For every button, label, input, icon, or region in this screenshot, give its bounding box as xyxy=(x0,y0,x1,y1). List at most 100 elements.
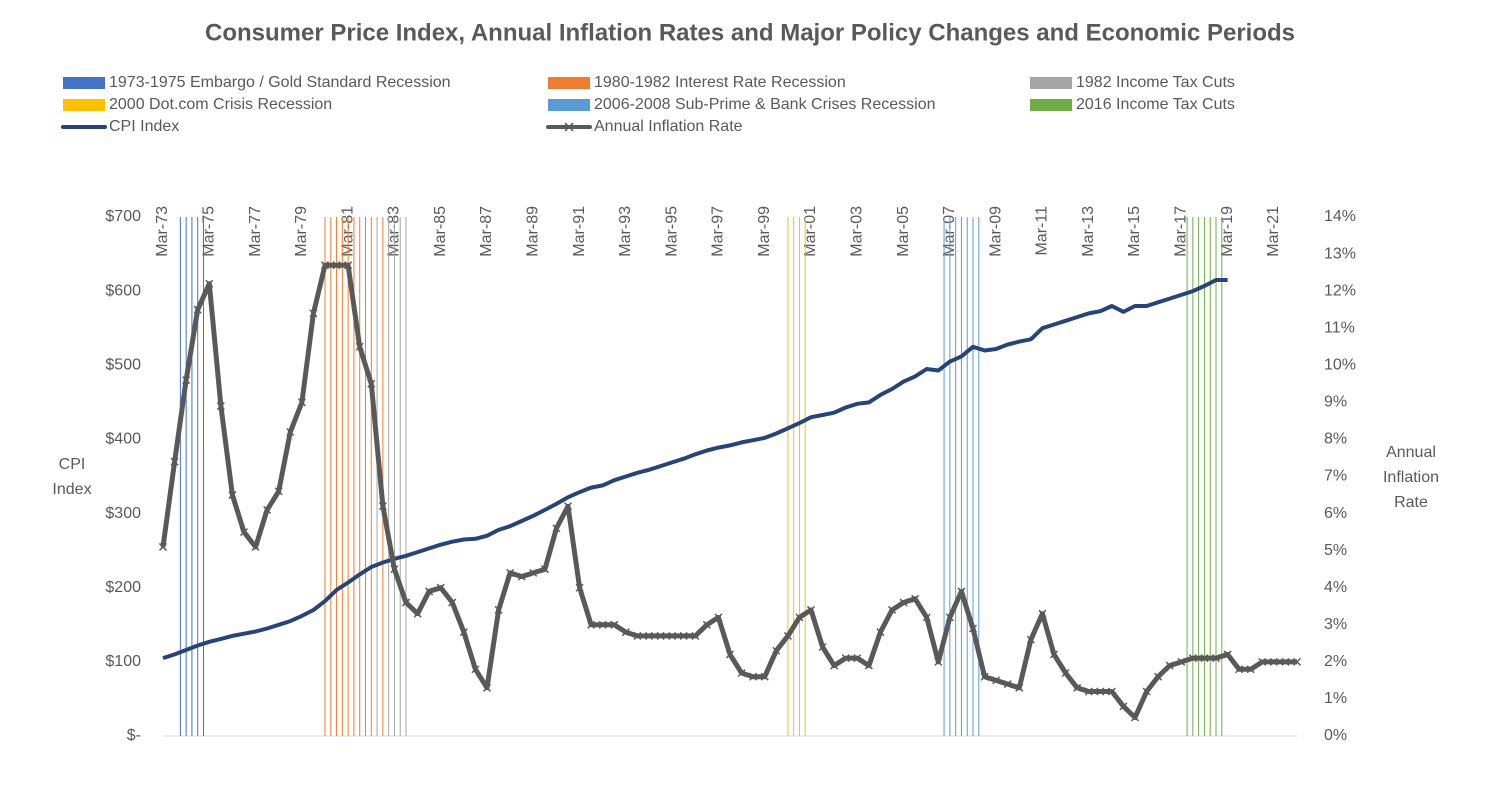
point-marker xyxy=(644,631,654,640)
x-tick-label: Mar-99 xyxy=(756,206,773,257)
y2-tick-label: 11% xyxy=(1324,319,1355,336)
point-marker xyxy=(1154,672,1163,681)
point-marker xyxy=(378,502,387,511)
point-marker xyxy=(413,609,422,618)
point-marker xyxy=(737,668,746,678)
y2-tick-label: 6% xyxy=(1324,505,1347,522)
x-tick-label: Mar-03 xyxy=(849,206,866,257)
point-marker xyxy=(471,665,480,674)
point-marker xyxy=(749,672,758,681)
point-marker xyxy=(853,654,862,663)
y2-tick-label: 12% xyxy=(1324,282,1356,299)
legend-marker xyxy=(564,122,574,132)
point-marker xyxy=(899,598,908,607)
y2-tick-label: 14% xyxy=(1324,208,1356,225)
point-marker xyxy=(448,598,457,607)
point-marker xyxy=(841,654,850,663)
point-marker xyxy=(980,672,989,681)
x-tick-label: Mar-01 xyxy=(802,206,819,257)
point-marker xyxy=(957,587,966,596)
point-marker xyxy=(702,620,711,629)
point-marker xyxy=(783,631,792,640)
point-marker xyxy=(1211,654,1221,663)
point-marker xyxy=(355,342,364,351)
point-marker xyxy=(1061,668,1070,678)
point-marker xyxy=(158,542,168,551)
y-tick-label: $700 xyxy=(105,208,141,225)
chart-title: Consumer Price Index, Annual Inflation R… xyxy=(205,19,1295,46)
point-marker xyxy=(760,672,769,681)
x-tick-label: Mar-85 xyxy=(432,206,449,257)
legend-swatch xyxy=(548,77,590,89)
legend-swatch xyxy=(1030,77,1072,89)
point-marker xyxy=(587,620,596,629)
legend-label: 2016 Income Tax Cuts xyxy=(1076,96,1235,113)
legend-label: Annual Inflation Rate xyxy=(594,118,743,135)
legend-swatch xyxy=(1030,99,1072,111)
x-tick-label: Mar-19 xyxy=(1219,206,1236,257)
y2-axis-title: Annual xyxy=(1386,444,1436,461)
x-tick-label: Mar-15 xyxy=(1126,206,1143,257)
y2-tick-label: 1% xyxy=(1324,690,1347,707)
point-marker xyxy=(436,583,445,592)
point-marker xyxy=(274,487,283,496)
x-tick-label: Mar-13 xyxy=(1080,206,1097,257)
y-axis-title: Index xyxy=(52,481,91,498)
point-marker xyxy=(367,379,376,388)
point-marker xyxy=(263,505,272,514)
point-marker xyxy=(818,642,827,652)
y2-tick-label: 10% xyxy=(1324,357,1356,374)
legend-swatch xyxy=(548,99,590,111)
point-marker xyxy=(806,605,816,614)
point-marker xyxy=(540,565,549,574)
x-tick-label: Mar-79 xyxy=(293,206,310,257)
point-marker xyxy=(1246,665,1255,674)
legend-label: 1982 Income Tax Cuts xyxy=(1076,74,1235,91)
x-tick-label: Mar-05 xyxy=(895,206,912,257)
point-marker xyxy=(1165,661,1174,670)
point-marker xyxy=(725,650,735,659)
point-marker xyxy=(320,261,330,270)
point-marker xyxy=(1223,650,1232,659)
y2-axis-title: Inflation xyxy=(1383,469,1439,486)
point-marker xyxy=(656,631,665,640)
y2-tick-label: 7% xyxy=(1324,468,1347,485)
y-tick-label: $500 xyxy=(105,357,141,374)
point-marker xyxy=(216,402,225,411)
x-tick-label: Mar-77 xyxy=(247,206,264,257)
point-marker xyxy=(691,631,700,640)
point-marker xyxy=(425,587,434,596)
y2-tick-label: 4% xyxy=(1324,579,1347,596)
point-marker xyxy=(830,661,839,670)
legend-label: CPI Index xyxy=(109,118,179,135)
x-tick-label: Mar-93 xyxy=(617,206,634,257)
point-marker xyxy=(887,605,897,614)
point-marker xyxy=(182,376,191,385)
point-marker xyxy=(170,457,179,466)
legend-label: 1980-1982 Interest Rate Recession xyxy=(594,74,846,91)
point-marker xyxy=(876,628,885,637)
point-marker xyxy=(1200,654,1209,663)
y2-tick-label: 13% xyxy=(1324,245,1356,262)
y-tick-label: $- xyxy=(127,727,141,744)
point-marker xyxy=(193,305,202,314)
point-marker xyxy=(529,568,538,577)
point-marker xyxy=(228,491,237,500)
point-marker xyxy=(309,309,318,318)
point-marker xyxy=(598,620,607,629)
point-marker xyxy=(563,502,573,511)
x-tick-label: Mar-97 xyxy=(710,206,727,257)
x-tick-label: Mar-95 xyxy=(663,206,680,257)
point-marker xyxy=(1003,680,1012,689)
point-marker xyxy=(494,605,503,614)
x-tick-label: Mar-21 xyxy=(1265,206,1282,257)
point-marker xyxy=(1142,687,1151,696)
point-marker xyxy=(772,646,781,655)
point-marker xyxy=(934,657,943,666)
point-marker xyxy=(679,631,688,640)
point-marker xyxy=(1107,687,1116,696)
y-tick-label: $100 xyxy=(105,653,141,670)
y-axis-title: CPI xyxy=(59,456,86,473)
point-marker xyxy=(621,628,630,637)
point-marker xyxy=(1049,650,1059,659)
